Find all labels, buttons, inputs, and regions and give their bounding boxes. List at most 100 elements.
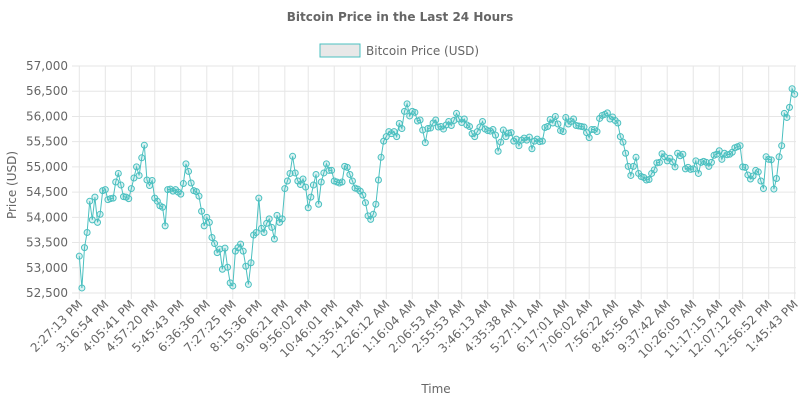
data-point[interactable] xyxy=(278,215,286,223)
data-point[interactable] xyxy=(754,168,762,176)
data-point[interactable] xyxy=(304,204,312,212)
data-point[interactable] xyxy=(101,186,109,194)
data-point[interactable] xyxy=(655,158,663,166)
data-point[interactable] xyxy=(400,107,408,115)
data-point[interactable] xyxy=(200,222,208,230)
data-point[interactable] xyxy=(741,163,749,171)
data-point[interactable] xyxy=(273,211,281,219)
data-point[interactable] xyxy=(216,245,224,253)
data-point[interactable] xyxy=(109,194,117,202)
data-point[interactable] xyxy=(559,128,567,136)
data-point[interactable] xyxy=(759,185,767,193)
data-point[interactable] xyxy=(229,282,237,290)
data-point[interactable] xyxy=(398,125,406,133)
data-point[interactable] xyxy=(205,218,213,226)
data-point[interactable] xyxy=(707,158,715,166)
data-point[interactable] xyxy=(403,100,411,108)
data-point[interactable] xyxy=(328,166,336,174)
data-point[interactable] xyxy=(244,280,252,288)
data-point[interactable] xyxy=(372,200,380,208)
data-point[interactable] xyxy=(622,149,630,157)
data-point[interactable] xyxy=(359,191,367,199)
data-point[interactable] xyxy=(736,142,744,150)
data-point[interactable] xyxy=(302,183,310,191)
data-point[interactable] xyxy=(346,170,354,178)
data-point[interactable] xyxy=(211,240,219,248)
data-point[interactable] xyxy=(185,167,193,175)
data-point[interactable] xyxy=(494,147,502,155)
data-point[interactable] xyxy=(585,134,593,142)
legend-label[interactable]: Bitcoin Price (USD) xyxy=(366,44,479,58)
data-point[interactable] xyxy=(187,179,195,187)
data-point[interactable] xyxy=(614,119,622,127)
data-point[interactable] xyxy=(322,160,330,168)
data-point[interactable] xyxy=(94,218,102,226)
data-point[interactable] xyxy=(499,126,507,134)
data-point[interactable] xyxy=(270,235,278,243)
data-point[interactable] xyxy=(286,169,294,177)
data-point[interactable] xyxy=(208,234,216,242)
data-point[interactable] xyxy=(421,139,429,147)
data-point[interactable] xyxy=(159,203,167,211)
data-point[interactable] xyxy=(749,172,757,180)
data-point[interactable] xyxy=(551,112,559,120)
data-point[interactable] xyxy=(125,195,133,203)
data-point[interactable] xyxy=(83,228,91,236)
data-point[interactable] xyxy=(135,171,143,179)
data-point[interactable] xyxy=(127,185,135,193)
data-point[interactable] xyxy=(466,123,474,131)
legend[interactable]: Bitcoin Price (USD) xyxy=(319,43,479,58)
data-point[interactable] xyxy=(315,200,323,208)
data-point[interactable] xyxy=(492,131,500,139)
data-point[interactable] xyxy=(143,176,151,184)
data-point[interactable] xyxy=(312,170,320,178)
data-point[interactable] xyxy=(570,115,578,123)
data-point[interactable] xyxy=(525,133,533,141)
data-point[interactable] xyxy=(775,153,783,161)
data-point[interactable] xyxy=(138,154,146,162)
data-point[interactable] xyxy=(182,160,190,168)
data-point[interactable] xyxy=(86,197,94,205)
data-point[interactable] xyxy=(432,116,440,124)
data-point[interactable] xyxy=(289,152,297,160)
data-point[interactable] xyxy=(538,137,546,145)
data-point[interactable] xyxy=(247,259,255,267)
data-point[interactable] xyxy=(679,150,687,158)
legend-swatch[interactable] xyxy=(319,43,361,58)
data-point[interactable] xyxy=(507,129,515,137)
data-point[interactable] xyxy=(112,178,120,186)
data-point[interactable] xyxy=(148,177,156,185)
data-point[interactable] xyxy=(632,153,640,161)
data-point[interactable] xyxy=(221,244,229,252)
data-point[interactable] xyxy=(554,120,562,128)
data-point[interactable] xyxy=(757,177,765,185)
data-point[interactable] xyxy=(317,178,325,186)
data-point[interactable] xyxy=(343,163,351,171)
data-point[interactable] xyxy=(195,192,203,200)
data-point[interactable] xyxy=(268,223,276,231)
data-point[interactable] xyxy=(767,156,775,164)
data-point[interactable] xyxy=(96,210,104,218)
data-point[interactable] xyxy=(616,133,624,141)
data-point[interactable] xyxy=(544,123,552,131)
data-point[interactable] xyxy=(265,215,273,223)
data-point[interactable] xyxy=(133,163,141,171)
data-point[interactable] xyxy=(117,181,125,189)
data-point[interactable] xyxy=(114,169,122,177)
data-point[interactable] xyxy=(453,109,461,117)
data-point[interactable] xyxy=(489,126,497,134)
data-point[interactable] xyxy=(515,142,523,150)
data-point[interactable] xyxy=(338,178,346,186)
data-point[interactable] xyxy=(242,262,250,270)
data-point[interactable] xyxy=(393,133,401,141)
data-point[interactable] xyxy=(307,193,315,201)
data-point[interactable] xyxy=(91,193,99,201)
data-point[interactable] xyxy=(791,90,799,98)
data-point[interactable] xyxy=(624,162,632,170)
data-point[interactable] xyxy=(239,247,247,255)
data-point[interactable] xyxy=(650,166,658,174)
data-point[interactable] xyxy=(562,113,570,121)
data-point[interactable] xyxy=(140,141,148,149)
data-point[interactable] xyxy=(460,115,468,123)
data-point[interactable] xyxy=(411,108,419,116)
